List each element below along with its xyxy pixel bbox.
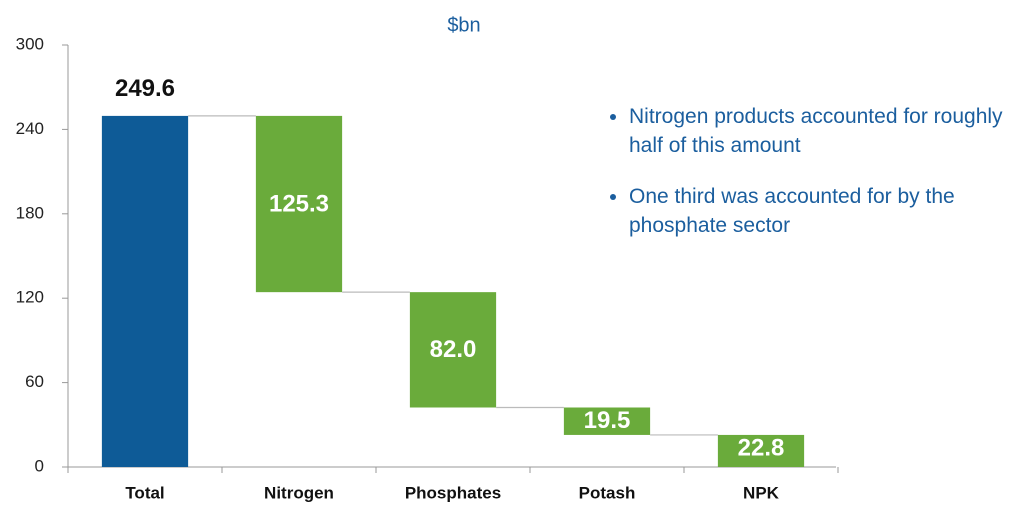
- y-tick-label: 240: [16, 119, 44, 138]
- annotations: Nitrogen products accounted for roughly …: [605, 102, 1021, 262]
- y-tick-label: 300: [16, 34, 44, 53]
- y-tick-label: 60: [25, 372, 44, 391]
- annotation: Nitrogen products accounted for roughly …: [629, 102, 1021, 160]
- bar: [563, 407, 651, 435]
- x-tick-label: Potash: [579, 483, 636, 502]
- y-tick-label: 180: [16, 203, 44, 222]
- x-tick-label: Phosphates: [405, 483, 501, 502]
- value-label: 249.6: [115, 75, 175, 102]
- value-label: 125.3: [269, 190, 329, 217]
- annotation: One third was accounted for by the phosp…: [629, 182, 1021, 240]
- y-tick-label: 0: [35, 456, 44, 475]
- value-label: 22.8: [738, 434, 785, 461]
- x-tick-label: NPK: [743, 483, 780, 502]
- x-tick-label: Nitrogen: [264, 483, 334, 502]
- bar: [409, 292, 497, 408]
- bar: [101, 115, 189, 468]
- y-tick-label: 120: [16, 288, 44, 307]
- bar: [255, 115, 343, 293]
- bar: [717, 434, 805, 467]
- value-label: 82.0: [430, 336, 477, 363]
- chart-title: $bn: [447, 14, 480, 36]
- x-tick-label: Total: [125, 483, 164, 502]
- value-label: 19.5: [584, 407, 631, 434]
